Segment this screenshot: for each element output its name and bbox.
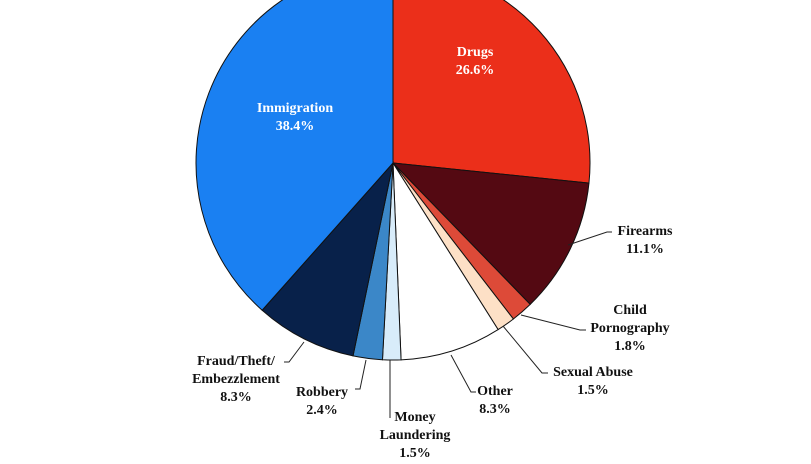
- leader-lines: [284, 231, 612, 418]
- slice-other: [392, 161, 499, 361]
- slice-immigration: [195, 0, 394, 311]
- leader-robbery: [355, 359, 367, 390]
- leader-fraud: [284, 341, 305, 363]
- slice-firearms: [391, 162, 590, 306]
- label-drugs: Drugs 26.6%: [455, 45, 495, 78]
- label-sexual-abuse: Sexual Abuse 1.5%: [553, 365, 633, 398]
- leader-other: [450, 354, 476, 393]
- label-fraud-theft-embezzlement: Fraud/Theft/Embezzlement 8.3%: [192, 354, 280, 405]
- leader-child-pornography: [520, 314, 586, 331]
- label-robbery: Robbery 2.4%: [295, 385, 349, 418]
- label-immigration: Immigration 38.4%: [256, 101, 334, 134]
- label-money-laundering: Money Laundering 1.5%: [379, 410, 451, 461]
- label-other: Other 8.3%: [477, 384, 513, 417]
- slice-drugs: [392, 0, 591, 184]
- label-child-pornography: Child Pornography 1.8%: [590, 303, 670, 354]
- label-firearms: Firearms 11.1%: [617, 224, 673, 257]
- leader-firearms: [567, 231, 612, 246]
- leader-sexual-abuse: [502, 325, 548, 374]
- slice-fraud-theft-embezzlement: [261, 161, 394, 357]
